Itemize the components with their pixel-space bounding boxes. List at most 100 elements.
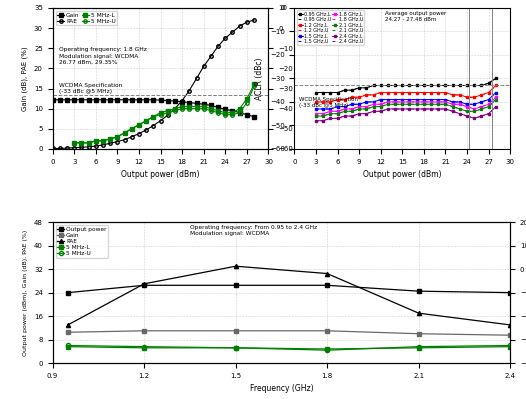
Gain (208, 103, 214, 108)
0.95 GHz,L (478, 83, 484, 88)
1.5 GHz,L (421, 97, 427, 102)
1.5 GHz,U (313, 107, 319, 111)
1.8 GHz,L (435, 99, 441, 104)
1.2 GHz,U (464, 95, 470, 100)
1.2 GHz,L (378, 90, 384, 95)
PAE (172, 106, 178, 111)
5 MHz-U (172, 108, 178, 113)
1.5 GHz,U (392, 97, 398, 102)
Gain (186, 100, 193, 105)
1.5 GHz,L (392, 97, 398, 102)
0.95 GHz,U (478, 83, 484, 88)
1.2 GHz,U (341, 97, 348, 102)
1.8 GHz,L (392, 99, 398, 104)
2.1 GHz,L (341, 109, 348, 114)
2.1 GHz,L (378, 104, 384, 109)
2.1 GHz,U (493, 97, 499, 102)
1.2 GHz,L (413, 90, 420, 95)
0.95 GHz,U (485, 81, 492, 85)
2.4 GHz,L (320, 119, 326, 123)
1.2 GHz,U (478, 93, 484, 97)
5 MHz-U (229, 112, 236, 117)
Gain (93, 97, 99, 102)
PAE (64, 146, 70, 150)
1.8 GHz,L (327, 109, 333, 114)
PAE (100, 142, 106, 147)
2.1 GHz,U (428, 102, 434, 107)
Y-axis label: Output power (dBm), Gain (dB), PAE (%): Output power (dBm), Gain (dB), PAE (%) (23, 229, 28, 356)
Gain (136, 97, 142, 102)
1.5 GHz,U (341, 104, 348, 109)
1.8 GHz,L (320, 111, 326, 116)
1.8 GHz,L (341, 107, 348, 111)
0.95 GHz,U (356, 85, 362, 90)
1.2 GHz,U (413, 90, 420, 95)
Line: 1.8 GHz,U: 1.8 GHz,U (316, 97, 496, 114)
Line: 5 MHz-U: 5 MHz-U (66, 344, 512, 352)
0.95 GHz,U (457, 83, 463, 88)
2.4 GHz,U (349, 114, 355, 119)
1.2 GHz,U (442, 90, 449, 95)
1.5 GHz,L (399, 97, 406, 102)
1.5 GHz,U (335, 104, 341, 109)
2.4 GHz,L (457, 111, 463, 116)
Gain (122, 97, 128, 102)
5 MHz-L (157, 110, 164, 115)
5 MHz-U (194, 106, 200, 111)
5 MHz-U (251, 84, 257, 89)
2.4 GHz,L (378, 109, 384, 114)
1.5 GHz,U (435, 97, 441, 102)
2.1 GHz,U (399, 102, 406, 107)
1.8 GHz,L (385, 99, 391, 104)
2.1 GHz,U (313, 114, 319, 119)
Line: 2.1 GHz,L: 2.1 GHz,L (315, 98, 497, 117)
5 MHz-L (122, 130, 128, 135)
PAE (179, 98, 185, 103)
PAE (200, 64, 207, 69)
0.95 GHz,L (421, 83, 427, 88)
Line: 1.8 GHz,L: 1.8 GHz,L (315, 96, 497, 115)
5 MHz-U (237, 110, 243, 115)
5 MHz-L (507, 344, 513, 349)
1.5 GHz,L (471, 102, 478, 107)
1.8 GHz,U (399, 99, 406, 104)
5 MHz-U (122, 130, 128, 135)
1.2 GHz,L (442, 90, 449, 95)
PAE (229, 30, 236, 35)
PAE (416, 311, 422, 316)
5 MHz-L (208, 106, 214, 111)
2.4 GHz,L (413, 107, 420, 111)
1.8 GHz,L (450, 102, 456, 107)
5 MHz-L (244, 96, 250, 101)
1.2 GHz,L (464, 95, 470, 100)
0.95 GHz,L (442, 83, 449, 88)
PAE (244, 20, 250, 24)
2.1 GHz,L (442, 102, 449, 107)
0.95 GHz,U (421, 83, 427, 88)
5 MHz-L (200, 104, 207, 109)
2.1 GHz,L (406, 102, 412, 107)
1.5 GHz,U (428, 97, 434, 102)
2.1 GHz,U (335, 111, 341, 116)
2.1 GHz,U (363, 107, 369, 111)
PAE (251, 18, 257, 22)
0.95 GHz,U (385, 83, 391, 88)
5 MHz-L (85, 140, 92, 145)
Gain (222, 107, 228, 112)
1.5 GHz,U (485, 97, 492, 102)
1.2 GHz,U (370, 93, 377, 97)
1.8 GHz,L (478, 104, 484, 109)
1.2 GHz,L (493, 83, 499, 88)
2.1 GHz,L (385, 102, 391, 107)
1.2 GHz,L (327, 99, 333, 104)
1.2 GHz,U (363, 93, 369, 97)
X-axis label: Output power (dBm): Output power (dBm) (363, 170, 441, 179)
Y-axis label: ACLR (dBc): ACLR (dBc) (255, 57, 264, 100)
5 MHz-U (85, 140, 92, 145)
2.4 GHz,U (428, 107, 434, 111)
1.8 GHz,L (457, 102, 463, 107)
PAE (157, 119, 164, 123)
2.4 GHz,U (413, 107, 420, 111)
5 MHz-L (251, 82, 257, 87)
1.2 GHz,L (335, 97, 341, 102)
